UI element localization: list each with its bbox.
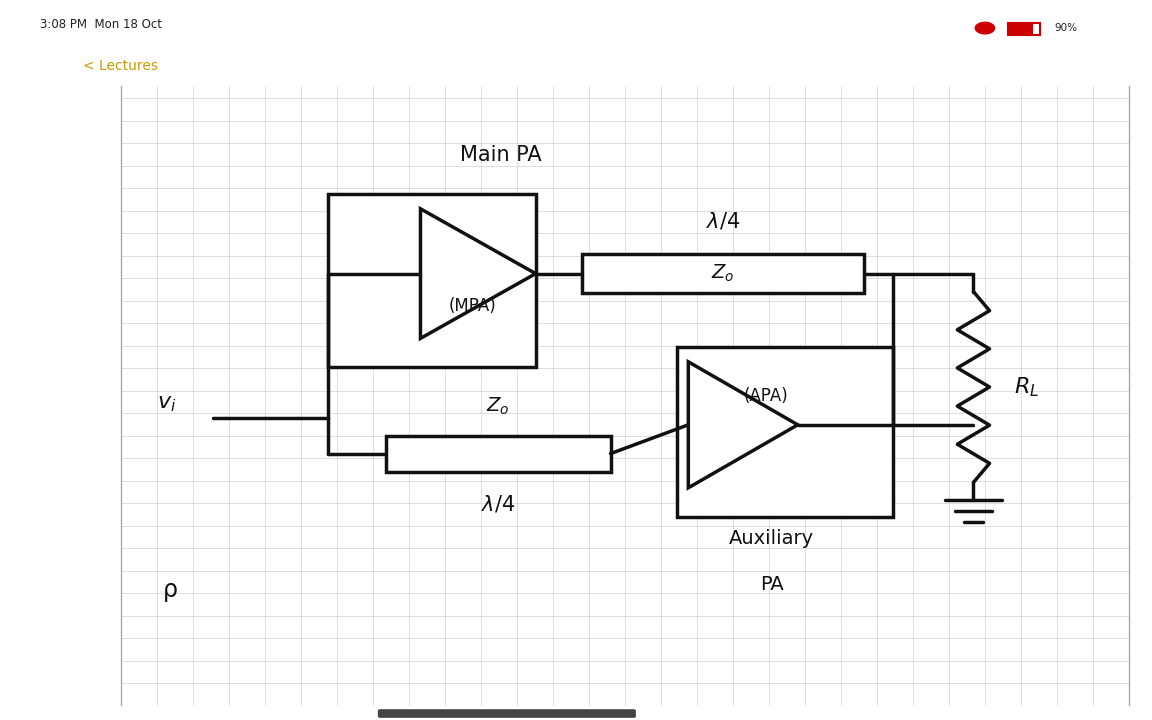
Bar bbox=[677, 347, 893, 516]
Text: $v_i$: $v_i$ bbox=[158, 392, 176, 414]
Bar bbox=[1008, 23, 1033, 35]
FancyBboxPatch shape bbox=[378, 709, 636, 718]
Bar bbox=[380, 711, 634, 716]
Text: 3:08 PM  Mon 18 Oct: 3:08 PM Mon 18 Oct bbox=[40, 18, 162, 31]
Text: $Z_o$: $Z_o$ bbox=[486, 396, 510, 418]
Text: Auxiliary: Auxiliary bbox=[729, 528, 814, 548]
Bar bbox=[582, 253, 864, 294]
Text: $\lambda/4$: $\lambda/4$ bbox=[482, 493, 515, 515]
Text: (MPA): (MPA) bbox=[448, 297, 497, 315]
Bar bbox=[0, 0, 1152, 47]
Text: ρ: ρ bbox=[162, 578, 179, 603]
Bar bbox=[1008, 23, 1040, 35]
Circle shape bbox=[975, 22, 995, 35]
Bar bbox=[386, 436, 611, 472]
Text: Main PA: Main PA bbox=[461, 145, 541, 165]
Bar bbox=[0, 47, 1152, 86]
Text: 90%: 90% bbox=[1054, 23, 1077, 33]
Text: $R_L$: $R_L$ bbox=[1014, 375, 1039, 399]
Text: < Lectures: < Lectures bbox=[83, 59, 158, 73]
Text: (APA): (APA) bbox=[744, 387, 788, 405]
Text: PA: PA bbox=[760, 575, 783, 595]
Text: $\lambda/4$: $\lambda/4$ bbox=[706, 211, 740, 232]
Text: $Z_o$: $Z_o$ bbox=[711, 263, 735, 284]
Bar bbox=[328, 194, 536, 367]
Bar bbox=[0, 706, 1152, 720]
Polygon shape bbox=[420, 209, 536, 338]
Polygon shape bbox=[689, 362, 797, 488]
